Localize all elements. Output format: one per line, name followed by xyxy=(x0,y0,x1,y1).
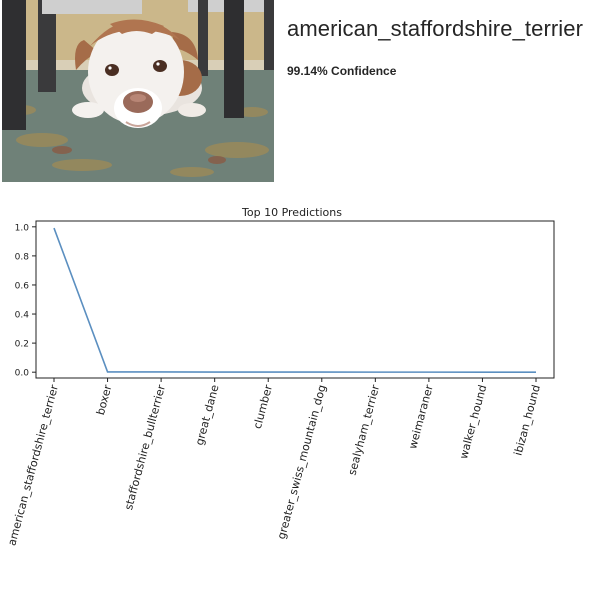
x-tick-label: greater_swiss_mountain_dog xyxy=(275,383,329,540)
y-tick-label: 0.2 xyxy=(15,340,29,350)
x-tick-label: walker_hound xyxy=(457,383,489,460)
series xyxy=(53,227,537,373)
x-tick-label: staffordshire_bullterrier xyxy=(122,383,168,511)
prediction-confidence: 99.14% Confidence xyxy=(287,64,397,78)
y-tick-label: 0.4 xyxy=(15,311,30,321)
x-tick-label: ibizan_hound xyxy=(512,383,543,457)
plot-frame xyxy=(35,220,555,379)
y-tick-label: 0.8 xyxy=(15,252,30,262)
x-tick-label: boxer xyxy=(94,383,115,417)
x-tick-label: american_staffordshire_terrier xyxy=(5,383,61,547)
y-tick-label: 0.0 xyxy=(15,369,30,379)
photo-dog-head xyxy=(88,20,184,124)
x-tick-label: clumber xyxy=(251,383,275,430)
x-tick-label: sealyham_terrier xyxy=(346,383,383,477)
y-axis: 0.0 0.2 0.4 0.6 0.8 1.0 xyxy=(15,223,36,379)
photo-dog-ear-left xyxy=(75,40,98,70)
y-tick-label: 0.6 xyxy=(15,281,30,291)
x-tick-label: weimaraner xyxy=(406,383,436,450)
photo-dog-eye-right xyxy=(153,60,167,72)
x-tick-label: great_dane xyxy=(193,383,222,447)
photo-chair-leg xyxy=(2,0,26,130)
dog-photo xyxy=(2,0,274,182)
top-predictions-chart: Top 10 Predictions 0.0 0.2 0.4 0.6 0.8 1.0 am… xyxy=(5,206,555,547)
chart-title: Top 10 Predictions xyxy=(241,206,342,219)
y-tick-label: 1.0 xyxy=(15,223,30,233)
prediction-label: american_staffordshire_terrier xyxy=(287,16,584,41)
series-line xyxy=(53,227,537,373)
x-axis: american_staffordshire_terrier boxer staff… xyxy=(5,378,543,547)
photo-dog-eye-left xyxy=(105,64,119,76)
